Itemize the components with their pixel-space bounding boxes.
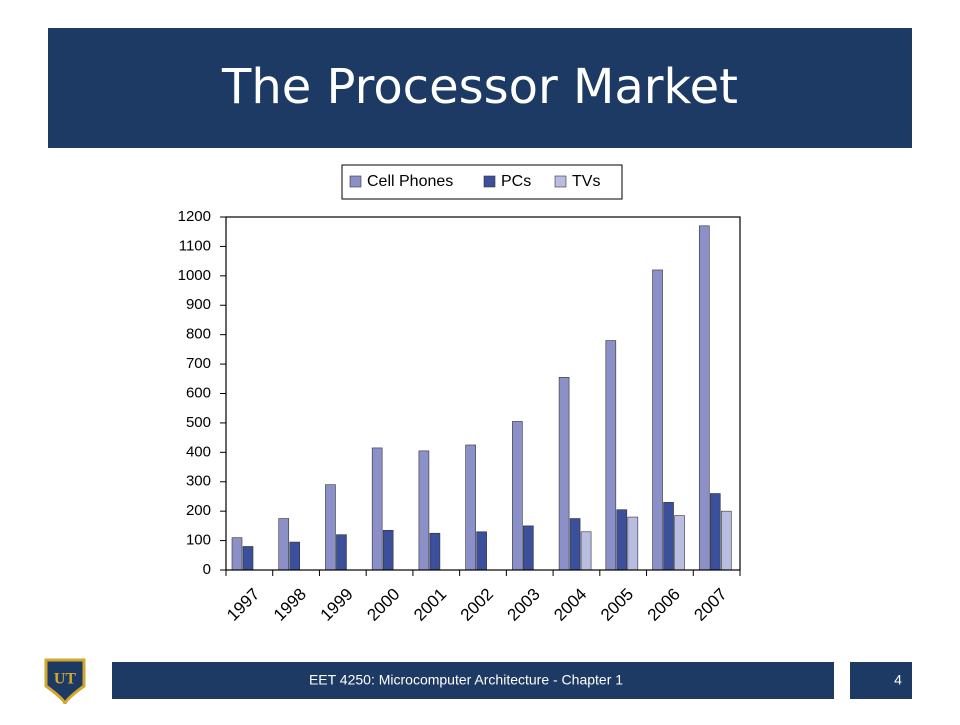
x-tick-label: 2000 bbox=[363, 585, 403, 625]
bar bbox=[512, 421, 523, 571]
x-tick-label: 1997 bbox=[223, 585, 263, 625]
x-tick-label: 2001 bbox=[410, 585, 450, 625]
slide-title: The Processor Market bbox=[221, 59, 738, 115]
x-tick-label: 2005 bbox=[597, 585, 637, 625]
footer-text: EET 4250: Microcomputer Architecture - C… bbox=[309, 672, 623, 688]
plot-frame bbox=[225, 216, 741, 571]
chart: 0 100 200 300 400 500 600 700 800 900 1000 1100 1200… bbox=[178, 164, 741, 625]
bar bbox=[674, 515, 685, 571]
bar bbox=[580, 531, 592, 571]
y-tick-label: 1100 bbox=[179, 237, 211, 254]
bar bbox=[242, 546, 254, 571]
title-band bbox=[48, 28, 912, 148]
bar bbox=[476, 531, 487, 571]
y-tick-label: 600 bbox=[186, 384, 211, 401]
x-tick-label: 1998 bbox=[270, 585, 310, 625]
bar bbox=[429, 532, 441, 571]
bar bbox=[382, 529, 394, 571]
footer-bar bbox=[112, 662, 834, 699]
legend-swatch bbox=[349, 175, 362, 188]
bar bbox=[709, 493, 721, 571]
bar bbox=[616, 509, 628, 571]
bar bbox=[289, 541, 301, 571]
bar bbox=[652, 269, 663, 571]
y-tick-label: 0 bbox=[203, 561, 211, 578]
y-tick-label: 800 bbox=[186, 326, 211, 343]
page-number: 4 bbox=[894, 672, 902, 688]
legend-label: TVs bbox=[572, 173, 600, 190]
y-tick-label: 900 bbox=[186, 296, 211, 313]
x-tick-label: 2006 bbox=[644, 585, 684, 625]
y-tick-label: 200 bbox=[186, 502, 211, 519]
logo-shield bbox=[44, 658, 86, 705]
x-tick-label: 2003 bbox=[504, 585, 544, 625]
legend-box bbox=[341, 164, 623, 200]
bar bbox=[231, 537, 243, 571]
y-tick-label: 100 bbox=[186, 532, 211, 549]
bar bbox=[605, 340, 617, 571]
legend-swatch bbox=[483, 175, 496, 188]
legend-label: PCs bbox=[501, 173, 531, 190]
y-tick-label: 400 bbox=[186, 443, 211, 460]
bar bbox=[418, 450, 430, 571]
y-tick-label: 700 bbox=[186, 355, 211, 372]
logo: UT bbox=[44, 658, 86, 705]
x-tick-label: 2007 bbox=[690, 585, 730, 625]
bar bbox=[663, 502, 674, 571]
y-tick-label: 1200 bbox=[178, 208, 211, 225]
y-tick-label: 300 bbox=[186, 473, 211, 490]
bar bbox=[523, 525, 534, 571]
y-tick-label: 1000 bbox=[178, 267, 211, 284]
y-tick-label: 500 bbox=[186, 414, 211, 431]
page-box bbox=[850, 662, 912, 699]
bar bbox=[698, 225, 710, 571]
bar bbox=[558, 377, 570, 571]
bar bbox=[465, 444, 476, 571]
bar bbox=[569, 518, 581, 571]
x-tick-label: 2004 bbox=[550, 585, 590, 625]
bar bbox=[627, 516, 639, 571]
legend-label: Cell Phones bbox=[367, 173, 453, 190]
bar bbox=[278, 518, 290, 571]
bar bbox=[336, 534, 347, 571]
bar bbox=[720, 510, 732, 571]
legend-swatch bbox=[554, 175, 567, 188]
bar bbox=[325, 484, 336, 571]
x-tick-label: 1999 bbox=[317, 585, 357, 625]
x-tick-label: 2002 bbox=[457, 585, 497, 625]
logo-text: UT bbox=[54, 671, 77, 688]
bar bbox=[371, 447, 383, 571]
